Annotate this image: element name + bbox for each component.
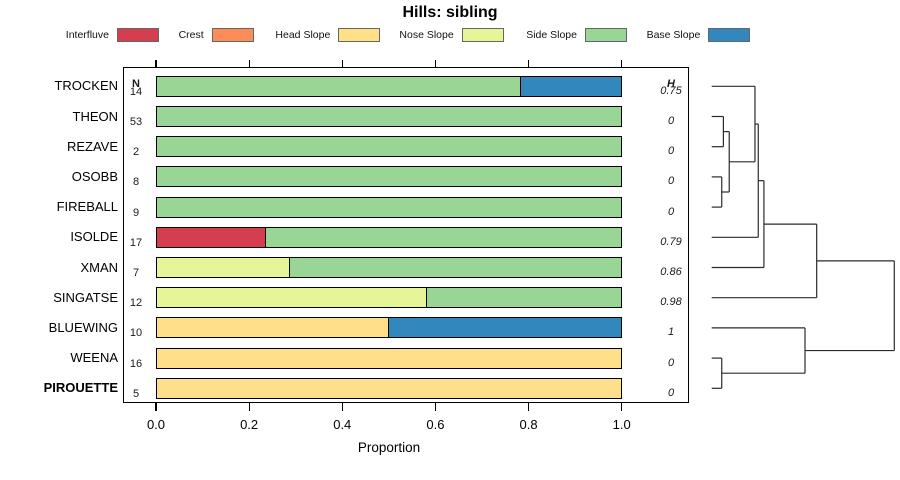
bar-row: [156, 347, 622, 369]
bar-segment: [157, 167, 621, 187]
n-value: 10: [129, 327, 143, 340]
bar-row: [156, 106, 622, 127]
axis-tick-top: [527, 59, 530, 67]
legend: Interfluve Crest Head Slope Nose Slope Side …: [0, 0, 900, 50]
bar-segment: [157, 258, 290, 277]
axis-tick-label: 0.0: [146, 417, 166, 432]
bar-row: [156, 75, 622, 97]
bar-segment: [157, 137, 621, 157]
axis-tick-top: [434, 59, 436, 67]
n-value: 53: [129, 116, 143, 128]
legend-swatch: [585, 28, 627, 42]
h-value: 0: [667, 175, 675, 188]
bar-segment: [157, 76, 522, 96]
axis-tick-bottom: [248, 403, 250, 411]
bar-segment: [157, 107, 621, 126]
chart-title: Hills: sibling: [402, 4, 498, 21]
h-value: 0: [667, 356, 675, 369]
bar-row: [156, 377, 622, 399]
n-column-header: N: [132, 77, 140, 90]
legend-swatch: [211, 28, 254, 42]
row-label: SINGATSE: [53, 289, 118, 305]
bar-segment: [265, 227, 621, 247]
legend-label: Crest: [178, 29, 204, 41]
bar-segment: [521, 76, 621, 96]
row-label: TROCKEN: [54, 78, 118, 94]
n-value: 9: [132, 206, 140, 219]
legend-label: Head Slope: [275, 29, 331, 41]
legend-swatch: [117, 28, 159, 42]
row-label: REZAVE: [66, 138, 118, 154]
h-column-header: H: [667, 77, 675, 90]
legend-swatch: [461, 28, 504, 42]
h-value: 0: [667, 115, 675, 127]
axis-tick-bottom: [621, 403, 623, 411]
bar-segment: [157, 288, 428, 308]
bar-segment: [157, 378, 621, 398]
h-value: 0.98: [660, 296, 682, 309]
bar-row: [156, 166, 622, 188]
bar-row: [156, 226, 622, 248]
axis-tick-label: 1.0: [612, 417, 631, 432]
h-value: 0: [667, 205, 675, 218]
n-value: 16: [129, 357, 143, 370]
row-label: PIROUETTE: [43, 380, 118, 396]
bar-segment: [388, 318, 621, 338]
bar-row: [156, 257, 622, 278]
bar-row: [156, 287, 622, 309]
row-label: OSOBB: [71, 168, 118, 184]
row-label: FIREBALL: [56, 199, 118, 215]
legend-label: Base Slope: [646, 29, 701, 41]
legend-label: Side Slope: [526, 29, 577, 41]
axis-tick-label: 0.4: [333, 417, 352, 432]
bar-row: [156, 136, 622, 158]
n-value: 17: [129, 236, 143, 249]
axis-tick-label: 0.6: [426, 417, 445, 432]
row-label: BLUEWING: [48, 319, 118, 335]
bar-row: [156, 317, 622, 339]
h-value: 0.86: [660, 266, 682, 278]
axis-tick-bottom: [527, 403, 530, 411]
h-value: 0.79: [660, 235, 682, 248]
legend-swatch: [338, 28, 381, 42]
n-value: 14: [129, 85, 143, 98]
x-axis-title: Proportion: [357, 440, 421, 455]
h-value: 0: [667, 145, 675, 158]
bar-segment: [427, 288, 621, 308]
bar-segment: [289, 258, 621, 277]
axis-tick-bottom: [155, 403, 157, 411]
legend-label: Nose Slope: [399, 29, 454, 41]
n-value: 5: [132, 387, 140, 400]
bar-segment: [157, 197, 621, 217]
axis-tick-label: 0.2: [240, 417, 259, 432]
legend-label: Interfluve: [65, 29, 109, 41]
axis-tick-label: 0.8: [519, 417, 538, 432]
legend-swatch: [708, 28, 751, 42]
n-value: 8: [132, 176, 140, 189]
h-value: 0.75: [660, 84, 682, 97]
axis-tick-top: [248, 59, 250, 67]
axis-tick-top: [155, 59, 157, 67]
bar-segment: [157, 348, 621, 368]
bar-segment: [157, 318, 389, 338]
row-label: WEENA: [70, 350, 118, 366]
n-value: 2: [132, 146, 140, 159]
n-value: 7: [132, 267, 140, 279]
n-value: 12: [129, 297, 143, 310]
axis-tick-bottom: [434, 403, 436, 411]
row-label: XMAN: [80, 259, 118, 275]
h-value: 0: [667, 386, 675, 399]
bar-row: [156, 196, 622, 218]
h-value: 1: [667, 326, 675, 339]
axis-tick-bottom: [341, 403, 343, 411]
bar-segment: [157, 227, 266, 247]
axis-tick-top: [341, 59, 343, 67]
axis-tick-top: [621, 59, 623, 67]
row-label: THEON: [72, 108, 119, 124]
row-label: ISOLDE: [70, 229, 118, 245]
